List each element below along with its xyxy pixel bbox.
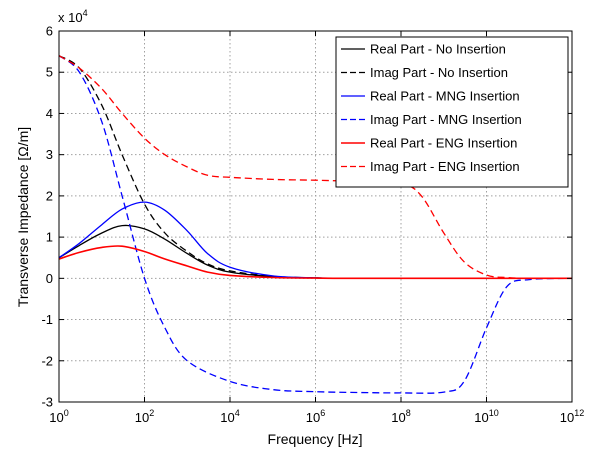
x-tick-base: 10 xyxy=(391,410,405,425)
x-tick-label: 102 xyxy=(135,408,154,425)
y-tick-label: -3 xyxy=(41,395,53,410)
y-multiplier-label: x 104 xyxy=(58,8,88,25)
legend-label: Imag Part - MNG Insertion xyxy=(370,112,522,127)
x-tick-label: 108 xyxy=(391,408,410,425)
legend-label: Imag Part - No Insertion xyxy=(370,65,508,80)
y-axis-label: Transverse Impedance [Ω/m] xyxy=(15,127,31,307)
legend-label: Real Part - No Insertion xyxy=(370,42,506,57)
legend-label: Real Part - ENG Insertion xyxy=(370,136,517,151)
y-tick-label: 4 xyxy=(46,106,53,121)
y-tick-label: 2 xyxy=(46,188,53,203)
x-tick-label: 104 xyxy=(220,408,239,425)
x-tick-label: 1010 xyxy=(474,408,498,425)
x-tick-exp: 10 xyxy=(489,408,499,418)
x-axis-label: Frequency [Hz] xyxy=(268,431,363,447)
x-tick-exp: 0 xyxy=(64,408,69,418)
x-tick-exp: 6 xyxy=(320,408,325,418)
y-tick-label: 0 xyxy=(46,271,53,286)
x-tick-label: 100 xyxy=(49,408,68,425)
series-line xyxy=(58,245,573,280)
x-tick-base: 10 xyxy=(220,410,234,425)
y-tick-label: -2 xyxy=(41,353,53,368)
y-tick-label: 1 xyxy=(46,230,53,245)
series-line xyxy=(58,55,573,394)
y-multiplier-exp: 4 xyxy=(83,8,88,18)
series-layer xyxy=(58,55,573,394)
y-tick-label: 3 xyxy=(46,147,53,162)
y-tick-label: 6 xyxy=(46,24,53,39)
series-line xyxy=(58,201,359,279)
legend: Real Part - No Insertion Imag Part - No I… xyxy=(335,36,569,188)
x-tick-base: 10 xyxy=(474,410,488,425)
x-tick-exp: 8 xyxy=(406,408,411,418)
y-tick-label: -1 xyxy=(41,312,53,327)
x-tick-base: 10 xyxy=(560,410,574,425)
x-tick-exp: 12 xyxy=(574,408,584,418)
legend-label: Imag Part - ENG Insertion xyxy=(370,159,520,174)
x-tick-base: 10 xyxy=(306,410,320,425)
x-tick-base: 10 xyxy=(135,410,149,425)
legend-label: Real Part - MNG Insertion xyxy=(370,89,520,104)
x-tick-label: 1012 xyxy=(560,408,584,425)
x-tick-label: 106 xyxy=(306,408,325,425)
legend-box xyxy=(335,36,569,188)
y-multiplier-base: x 10 xyxy=(58,10,83,25)
x-tick-base: 10 xyxy=(49,410,63,425)
y-tick-label: 5 xyxy=(46,65,53,80)
x-tick-exp: 2 xyxy=(149,408,154,418)
series-line xyxy=(58,55,573,280)
x-tick-exp: 4 xyxy=(235,408,240,418)
